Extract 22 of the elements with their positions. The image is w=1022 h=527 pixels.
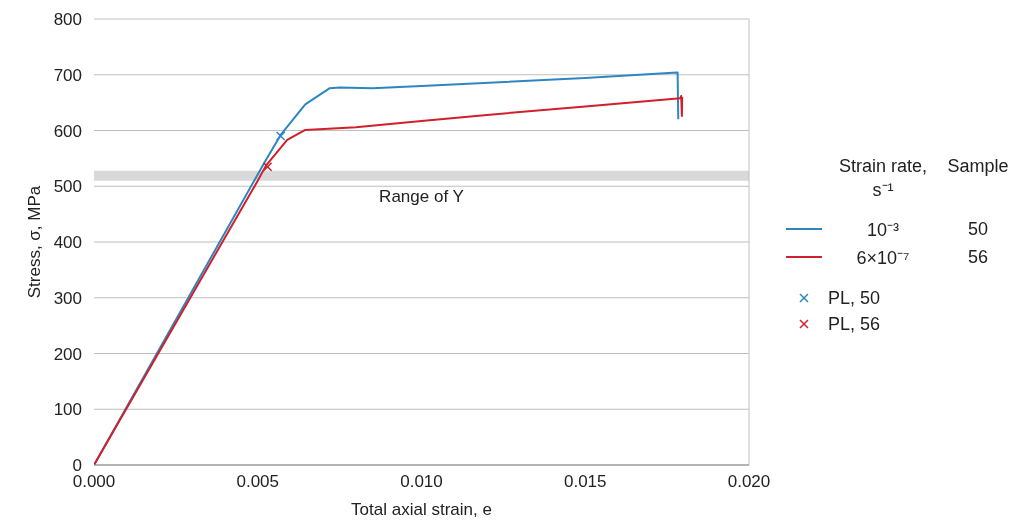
x-tick-label: 0.005 [236,472,280,491]
y-tick-label: 500 [53,177,82,197]
y-tick-label: 300 [53,288,82,308]
legend-label: PL, 50 [828,287,881,309]
text: 6×10⁻⁷ 56 [856,246,989,268]
x-tick-label: 0.020 [727,472,771,491]
x-tick-label: 0.000 [72,472,116,491]
x-tick-label: 0.015 [563,472,607,491]
y-tick-label: 600 [53,121,82,141]
y-tick-label: 400 [53,233,82,252]
y-axis-title: Stress, σ, MPa [25,185,44,299]
legend-label: PL, 56 [828,313,881,335]
x-tick-label: 0.010 [400,472,443,491]
y-tick-label: 200 [53,344,82,364]
text: Strain rate, s⁻¹ Sample [838,156,1009,200]
y-tick-label: 0 [72,456,82,475]
y-tick-label: 700 [53,65,82,85]
y-tick-label: 800 [53,10,82,29]
x-axis-title: Total axial strain, e [351,500,492,519]
y-tick-label: 100 [53,400,82,420]
text: 10⁻³ 50 [866,218,989,240]
band-label: Range of Y [379,186,464,206]
